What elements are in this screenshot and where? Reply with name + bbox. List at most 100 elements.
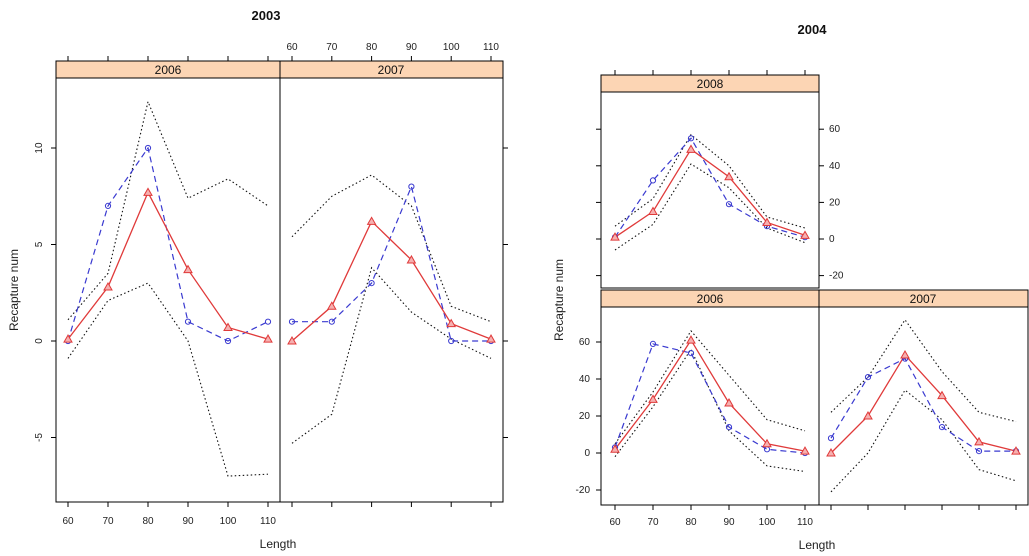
x-tick-label: 80 xyxy=(685,517,697,528)
y-tick-label: 10 xyxy=(34,142,45,154)
x-tick-label: 110 xyxy=(260,516,276,527)
predicted-point xyxy=(974,436,984,446)
x-tick-label: 80 xyxy=(366,42,378,53)
strip-label: 2006 xyxy=(697,292,724,306)
y-tick-label: 60 xyxy=(579,337,591,348)
y-tick-label: 0 xyxy=(584,448,590,459)
predicted-point xyxy=(143,187,153,196)
panel-data xyxy=(63,99,273,477)
upper-bound-line xyxy=(614,329,806,445)
predicted-line xyxy=(614,338,806,452)
x-tick-label: 80 xyxy=(142,516,154,527)
observed-point xyxy=(827,435,835,442)
y-tick-label: -5 xyxy=(34,433,45,442)
predicted-point xyxy=(287,335,297,345)
predicted-point xyxy=(762,217,772,227)
upper-bound-line xyxy=(291,174,492,323)
x-tick-label: 60 xyxy=(286,42,298,53)
panel-data xyxy=(610,133,810,251)
observed-point xyxy=(328,318,335,325)
observed-point xyxy=(975,448,983,455)
y-tick-label: 40 xyxy=(829,161,841,172)
predicted-point xyxy=(686,144,696,153)
predicted-point xyxy=(762,438,772,448)
y-tick-label: -20 xyxy=(576,485,591,496)
predicted-point xyxy=(800,446,810,455)
chart-title: 2004 xyxy=(798,22,828,37)
x-tick-label: 70 xyxy=(647,517,659,528)
panel-2004-2006: 2006 xyxy=(600,289,820,506)
observed-line xyxy=(614,343,806,454)
x-tick-label: 90 xyxy=(723,517,735,528)
panel-frame xyxy=(279,77,504,503)
panel-data xyxy=(287,174,496,444)
chart-2004: 2004 2008 2006 2007 60 70 80 90 100 110 -20 0 20… xyxy=(552,22,1029,552)
panel-2003-2006: 2006 xyxy=(55,60,281,503)
predicted-point xyxy=(863,410,873,420)
y-tick-label: 0 xyxy=(34,338,45,344)
strip-label: 2007 xyxy=(910,292,937,306)
predicted-point xyxy=(900,349,910,359)
panel-2004-2007: 2007 xyxy=(818,289,1029,506)
panel-frame xyxy=(600,91,820,289)
y-tick-label: 40 xyxy=(579,374,591,385)
observed-line xyxy=(830,357,1016,452)
lower-bound-line xyxy=(614,163,806,251)
x-tick-label: 70 xyxy=(326,42,338,53)
predicted-point xyxy=(724,398,734,407)
x-axis-label: Length xyxy=(260,537,297,551)
observed-point xyxy=(224,337,232,345)
observed-point xyxy=(864,374,872,381)
observed-point xyxy=(938,424,946,431)
panel-frame xyxy=(818,306,1029,506)
x-tick-label: 90 xyxy=(182,516,194,527)
upper-bound-line xyxy=(830,318,1017,423)
predicted-point xyxy=(366,216,377,225)
predicted-point xyxy=(724,171,734,181)
x-tick-label: 110 xyxy=(483,42,499,53)
predicted-line xyxy=(67,190,269,340)
observed-point xyxy=(725,424,733,431)
predicted-point xyxy=(63,334,73,343)
x-tick-label: 60 xyxy=(609,517,621,528)
observed-point xyxy=(288,318,296,325)
panel-data xyxy=(826,318,1021,493)
lower-bound-line xyxy=(291,266,492,444)
lower-bound-line xyxy=(614,348,806,473)
predicted-point xyxy=(800,230,810,239)
panel-2004-2008: 2008 xyxy=(600,74,820,289)
x-axis-label: Length xyxy=(799,538,836,552)
axes: 60 70 80 90 100 110 -20 0 20 40 60 -20 0 20 40 60 xyxy=(576,70,1017,528)
predicted-point xyxy=(610,232,620,241)
predicted-point xyxy=(183,264,193,274)
observed-line xyxy=(614,137,806,238)
observed-line xyxy=(67,146,269,342)
panel-2003-2007: 2007 xyxy=(279,60,504,503)
observed-point xyxy=(144,144,152,152)
y-tick-label: 20 xyxy=(579,411,591,422)
observed-point xyxy=(448,337,455,345)
observed-point xyxy=(687,350,695,357)
y-axis-label: Recapture num xyxy=(552,259,566,341)
upper-bound-line xyxy=(614,133,806,229)
x-tick-label: 100 xyxy=(220,516,237,527)
predicted-point xyxy=(648,394,658,403)
upper-bound-line xyxy=(67,99,269,321)
predicted-line xyxy=(291,220,492,342)
observed-point xyxy=(649,340,657,347)
predicted-point xyxy=(223,322,233,331)
observed-line xyxy=(292,184,491,342)
strip-label: 2006 xyxy=(155,63,182,77)
y-tick-label: -20 xyxy=(829,271,844,282)
observed-point xyxy=(264,318,272,325)
predicted-line xyxy=(614,148,806,238)
x-tick-label: 60 xyxy=(62,516,74,527)
x-tick-label: 90 xyxy=(406,42,418,53)
lower-bound-line xyxy=(830,389,1017,493)
predicted-point xyxy=(103,281,113,291)
observed-point xyxy=(763,446,771,453)
axes: 60 70 80 90 100 110 60 70 80 90 100 110 -5 0 5 10 xyxy=(34,42,508,527)
observed-point xyxy=(687,135,695,142)
